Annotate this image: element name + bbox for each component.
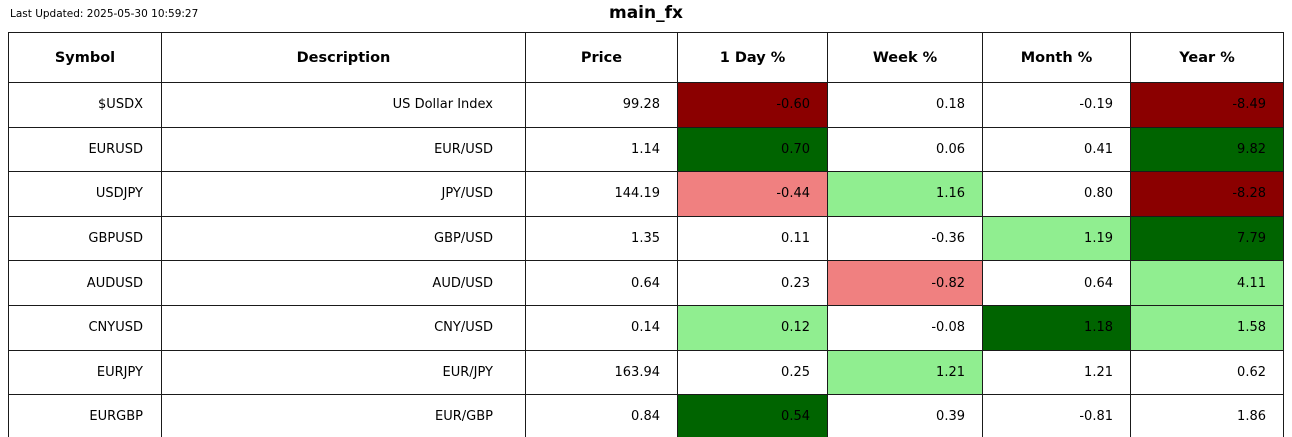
week-change-cell: 0.18 [827,82,983,128]
description-cell: GBP/USD [161,215,526,262]
column-header-day-pct: 1 Day % [677,32,828,83]
price-cell: 144.19 [525,171,678,217]
month-change-cell: -0.19 [982,82,1131,128]
column-header-symbol: Symbol [8,32,162,83]
year-change-cell: -8.28 [1130,171,1284,217]
price-cell: 1.35 [525,215,678,262]
description-cell: CNY/USD [161,304,526,351]
symbol-cell: EURUSD [8,126,162,173]
year-change-cell: 4.11 [1130,260,1284,306]
description-cell: US Dollar Index [161,82,526,128]
price-cell: 0.14 [525,304,678,351]
year-change-cell: 0.62 [1130,349,1284,396]
year-change-cell: 1.58 [1130,304,1284,351]
column-header-description: Description [161,32,526,83]
month-change-cell: 1.18 [982,304,1131,351]
week-change-cell: -0.08 [827,304,983,351]
day-change-cell: 0.25 [677,349,828,396]
day-change-cell: -0.60 [677,82,828,128]
symbol-cell: USDJPY [8,171,162,217]
description-cell: AUD/USD [161,260,526,306]
price-cell: 0.84 [525,394,678,437]
month-change-cell: 0.41 [982,126,1131,173]
month-change-cell: 1.19 [982,215,1131,262]
month-change-cell: -0.81 [982,394,1131,437]
month-change-cell: 0.64 [982,260,1131,306]
description-cell: EUR/USD [161,126,526,173]
table-row: AUDUSD AUD/USD 0.64 0.23 -0.82 0.64 4.11 [8,260,1284,306]
column-header-month-pct: Month % [982,32,1131,83]
day-change-cell: 0.23 [677,260,828,306]
price-cell: 163.94 [525,349,678,396]
week-change-cell: 1.21 [827,349,983,396]
year-change-cell: 9.82 [1130,126,1284,173]
table-row: USDJPY JPY/USD 144.19 -0.44 1.16 0.80 -8… [8,171,1284,217]
column-header-year-pct: Year % [1130,32,1284,83]
table-row: EURJPY EUR/JPY 163.94 0.25 1.21 1.21 0.6… [8,349,1284,396]
description-cell: JPY/USD [161,171,526,217]
table-row: $USDX US Dollar Index 99.28 -0.60 0.18 -… [8,82,1284,128]
day-change-cell: 0.70 [677,126,828,173]
symbol-cell: GBPUSD [8,215,162,262]
table-row: EURGBP EUR/GBP 0.84 0.54 0.39 -0.81 1.86 [8,394,1284,437]
symbol-cell: EURJPY [8,349,162,396]
symbol-cell: CNYUSD [8,304,162,351]
day-change-cell: 0.12 [677,304,828,351]
table-row: GBPUSD GBP/USD 1.35 0.11 -0.36 1.19 7.79 [8,215,1284,262]
table-row: EURUSD EUR/USD 1.14 0.70 0.06 0.41 9.82 [8,126,1284,173]
price-cell: 1.14 [525,126,678,173]
column-header-price: Price [525,32,678,83]
year-change-cell: 1.86 [1130,394,1284,437]
symbol-cell: $USDX [8,82,162,128]
week-change-cell: 0.39 [827,394,983,437]
day-change-cell: 0.54 [677,394,828,437]
table-row: CNYUSD CNY/USD 0.14 0.12 -0.08 1.18 1.58 [8,304,1284,351]
month-change-cell: 1.21 [982,349,1131,396]
page-title: main_fx [609,3,683,23]
week-change-cell: -0.82 [827,260,983,306]
description-cell: EUR/GBP [161,394,526,437]
week-change-cell: 0.06 [827,126,983,173]
table-header-row: Symbol Description Price 1 Day % Week % … [8,32,1284,83]
year-change-cell: -8.49 [1130,82,1284,128]
symbol-cell: EURGBP [8,394,162,437]
week-change-cell: -0.36 [827,215,983,262]
column-header-week-pct: Week % [827,32,983,83]
last-updated-label: Last Updated: 2025-05-30 10:59:27 [10,8,199,20]
day-change-cell: 0.11 [677,215,828,262]
price-cell: 99.28 [525,82,678,128]
month-change-cell: 0.80 [982,171,1131,217]
week-change-cell: 1.16 [827,171,983,217]
year-change-cell: 7.79 [1130,215,1284,262]
day-change-cell: -0.44 [677,171,828,217]
symbol-cell: AUDUSD [8,260,162,306]
price-cell: 0.64 [525,260,678,306]
fx-table: Symbol Description Price 1 Day % Week % … [8,32,1284,437]
fx-table-body: $USDX US Dollar Index 99.28 -0.60 0.18 -… [8,82,1284,437]
description-cell: EUR/JPY [161,349,526,396]
